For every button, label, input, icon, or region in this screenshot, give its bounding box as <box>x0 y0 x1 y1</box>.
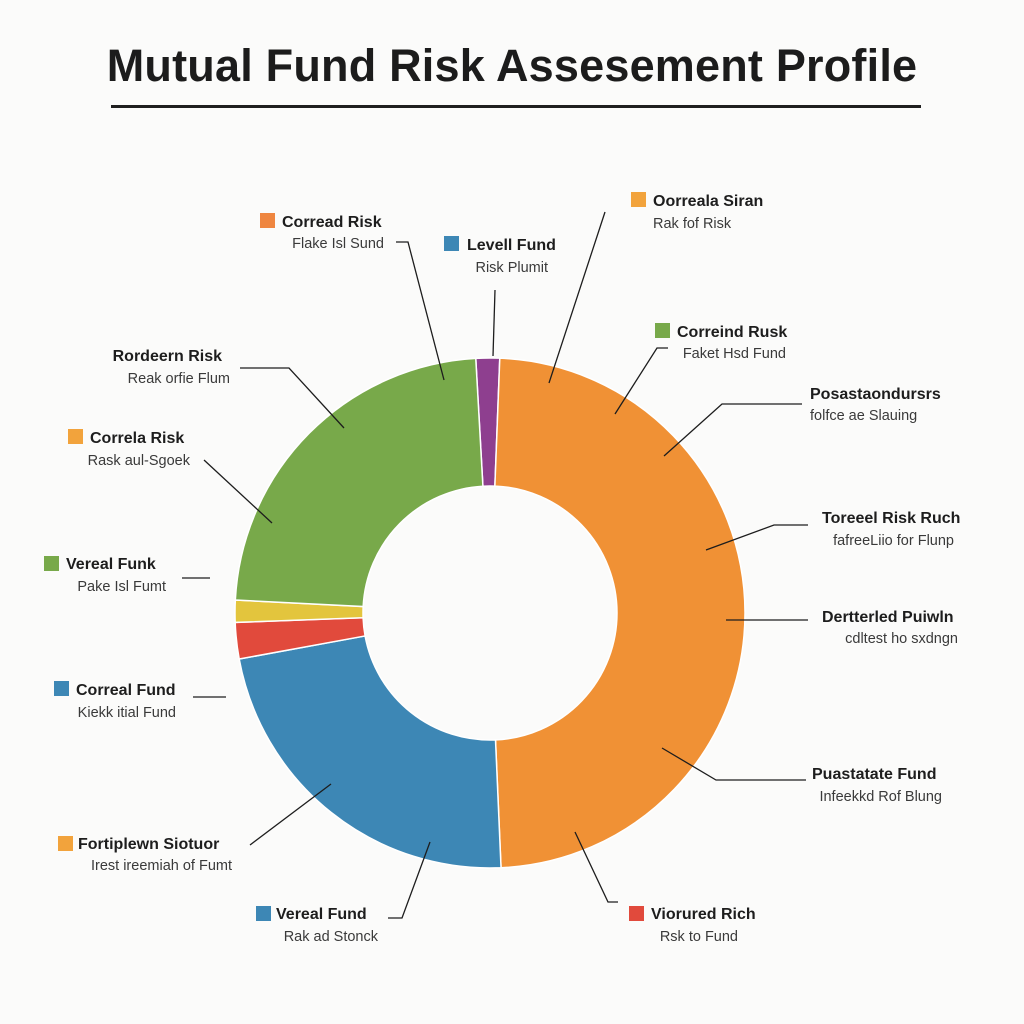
callout-title: Posastaondursrs <box>810 386 941 403</box>
callout-title: Correal Fund <box>76 682 176 699</box>
leader-line <box>574 831 618 903</box>
callout-title: Correind Rusk <box>677 324 787 341</box>
callout-subtitle: Rsk to Fund <box>660 929 738 945</box>
callout-subtitle: Risk Plumit <box>475 260 548 276</box>
callout-label: Correla Risk Rask aul-Sgoek <box>68 429 191 469</box>
callout-subtitle: fafreeLiio for Flunp <box>833 533 954 549</box>
legend-swatch <box>68 429 83 444</box>
callout-label: Dertterled Puiwln cdltest ho sxdngn <box>822 609 958 647</box>
leader-line <box>663 403 802 457</box>
callout-label: Toreeel Risk Ruch fafreeLiio for Flunp <box>822 510 960 549</box>
leader-line <box>249 783 332 846</box>
leader-line <box>388 841 431 919</box>
callout-label: Levell Fund Risk Plumit <box>444 236 556 276</box>
callout-title: Corread Risk <box>282 214 382 231</box>
callout-label: Vereal Fund Rak ad Stonck <box>256 906 379 945</box>
callout-subtitle: Kiekk itial Fund <box>78 705 176 721</box>
legend-swatch <box>54 681 69 696</box>
callout-label: Viorured Rich Rsk to Fund <box>629 906 756 945</box>
labels-group: Corread Risk Flake Isl Sund Levell Fund Ris… <box>44 192 960 945</box>
leader-line <box>492 289 496 357</box>
callout-subtitle: Flake Isl Sund <box>292 236 384 252</box>
callout-title: Correla Risk <box>90 430 184 447</box>
donut-slice <box>238 635 502 869</box>
callout-label: Correal Fund Kiekk itial Fund <box>54 681 176 721</box>
legend-swatch <box>444 236 459 251</box>
callout-subtitle: Pake Isl Fumt <box>77 579 166 595</box>
callout-subtitle: Rak fof Risk <box>653 216 732 232</box>
callout-subtitle: Rak ad Stonck <box>284 929 379 945</box>
legend-swatch <box>631 192 646 207</box>
leader-line <box>614 347 668 415</box>
callout-label: Puastatate Fund Infeekkd Rof Blung <box>812 766 942 805</box>
callout-subtitle: folfce ae Slauing <box>810 408 917 424</box>
callout-subtitle: Faket Hsd Fund <box>683 346 786 362</box>
legend-swatch <box>44 556 59 571</box>
callout-label: Oorreala Siran Rak fof Risk <box>631 192 763 232</box>
legend-swatch <box>58 836 73 851</box>
callout-title: Viorured Rich <box>651 906 756 923</box>
callout-title: Vereal Fund <box>276 906 367 923</box>
leader-line <box>396 241 445 381</box>
callout-title: Fortiplewn Siotuor <box>78 836 219 853</box>
callout-label: Rordeern Risk Reak orfie Flum <box>113 348 230 387</box>
callout-title: Toreeel Risk Ruch <box>822 510 960 527</box>
callout-label: Correind Rusk Faket Hsd Fund <box>655 323 787 362</box>
callout-label: Posastaondursrs folfce ae Slauing <box>810 386 941 424</box>
callout-title: Levell Fund <box>467 237 556 254</box>
callout-title: Puastatate Fund <box>812 766 936 783</box>
title-divider <box>111 105 921 108</box>
slices-group <box>234 357 746 869</box>
callout-label: Fortiplewn Siotuor Irest ireemiah of Fumt <box>58 836 232 874</box>
callout-title: Rordeern Risk <box>113 348 222 365</box>
leader-line <box>203 459 273 524</box>
legend-swatch <box>256 906 271 921</box>
callout-subtitle: Irest ireemiah of Fumt <box>91 858 232 874</box>
callout-subtitle: Reak orfie Flum <box>128 371 230 387</box>
leader-lines-group <box>182 211 808 919</box>
leader-line <box>661 747 806 781</box>
callout-title: Oorreala Siran <box>653 193 763 210</box>
legend-swatch <box>629 906 644 921</box>
callout-label: Corread Risk Flake Isl Sund <box>260 213 384 252</box>
legend-swatch <box>655 323 670 338</box>
callout-title: Vereal Funk <box>66 556 156 573</box>
leader-line <box>240 367 345 429</box>
leader-line <box>705 524 808 551</box>
callout-title: Dertterled Puiwln <box>822 609 954 626</box>
callout-subtitle: Rask aul-Sgoek <box>88 453 191 469</box>
donut-slice <box>234 357 484 608</box>
callout-label: Vereal Funk Pake Isl Fumt <box>44 556 166 595</box>
callout-subtitle: Infeekkd Rof Blung <box>819 789 942 805</box>
donut-slice <box>494 357 746 869</box>
legend-swatch <box>260 213 275 228</box>
leader-line <box>548 211 606 384</box>
chart-title: Mutual Fund Risk Assesement Profile <box>106 40 918 91</box>
callout-subtitle: cdltest ho sxdngn <box>845 631 958 647</box>
